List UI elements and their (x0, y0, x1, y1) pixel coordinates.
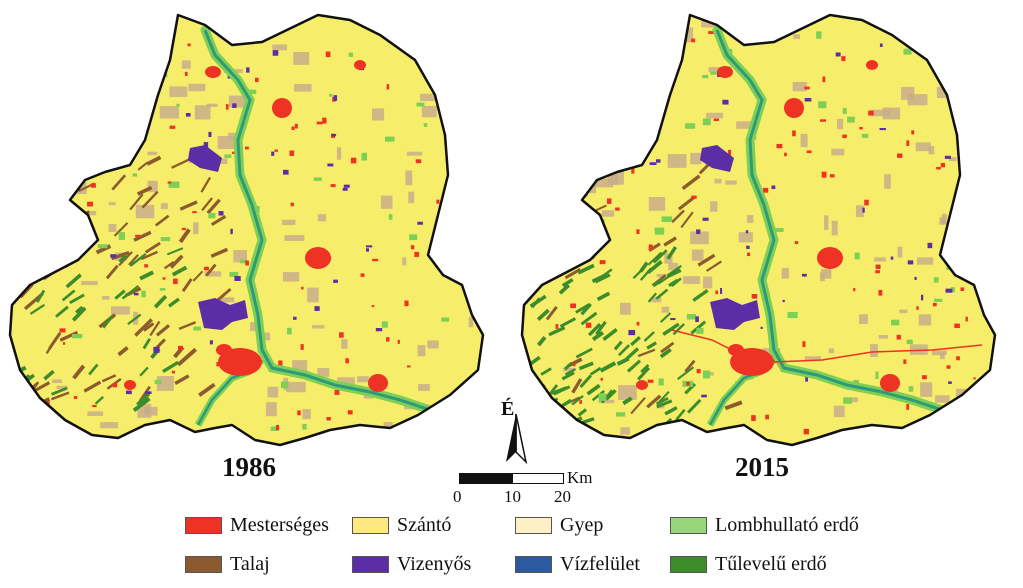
legend-label: Talaj (230, 553, 270, 575)
scale-tick-20: 20 (554, 487, 571, 506)
north-label: É (501, 398, 515, 420)
legend-label: Gyep (560, 514, 604, 536)
legend-label: Mesterséges (230, 514, 329, 536)
legend-swatch (515, 556, 552, 573)
legend-item-vizenyos: Vizenyős (352, 553, 471, 576)
north-arrow-icon (506, 413, 528, 465)
year-label-1986: 1986 (222, 452, 276, 482)
scale-bar: 0 10 20 Km (453, 468, 594, 513)
legend-item-mesterseges: Mesterséges (185, 514, 329, 537)
scale-segment-light (512, 473, 564, 484)
legend-item-talaj: Talaj (185, 553, 270, 576)
land-cover-map-2015 (520, 13, 997, 447)
legend-label: Tűlevelű erdő (715, 553, 827, 575)
scale-segment-dark (459, 473, 513, 484)
legend-swatch (515, 517, 552, 534)
legend-swatch (185, 517, 222, 534)
legend-swatch (670, 556, 707, 573)
legend-label: Lombhullató erdő (715, 514, 859, 536)
legend-label: Szántó (397, 514, 452, 536)
legend-swatch (670, 517, 707, 534)
legend-label: Vízfelület (560, 553, 640, 575)
legend-swatch (352, 556, 389, 573)
scale-tick-10: 10 (504, 487, 521, 506)
legend-item-vizfelulet: Vízfelület (515, 553, 640, 576)
legend-item-gyep: Gyep (515, 514, 603, 537)
land-cover-map-1986 (8, 13, 485, 447)
legend-item-lombhullato-erdo: Lombhullató erdő (670, 514, 859, 537)
legend-swatch (352, 517, 389, 534)
legend-swatch (185, 556, 222, 573)
legend-label: Vizenyős (397, 553, 472, 575)
scale-unit: Km (567, 468, 593, 487)
legend-item-tuleveli-erdo: Tűlevelű erdő (670, 553, 827, 576)
legend-item-szanto: Szántó (352, 514, 451, 537)
year-label-2015: 2015 (735, 452, 789, 482)
scale-tick-0: 0 (453, 487, 462, 506)
